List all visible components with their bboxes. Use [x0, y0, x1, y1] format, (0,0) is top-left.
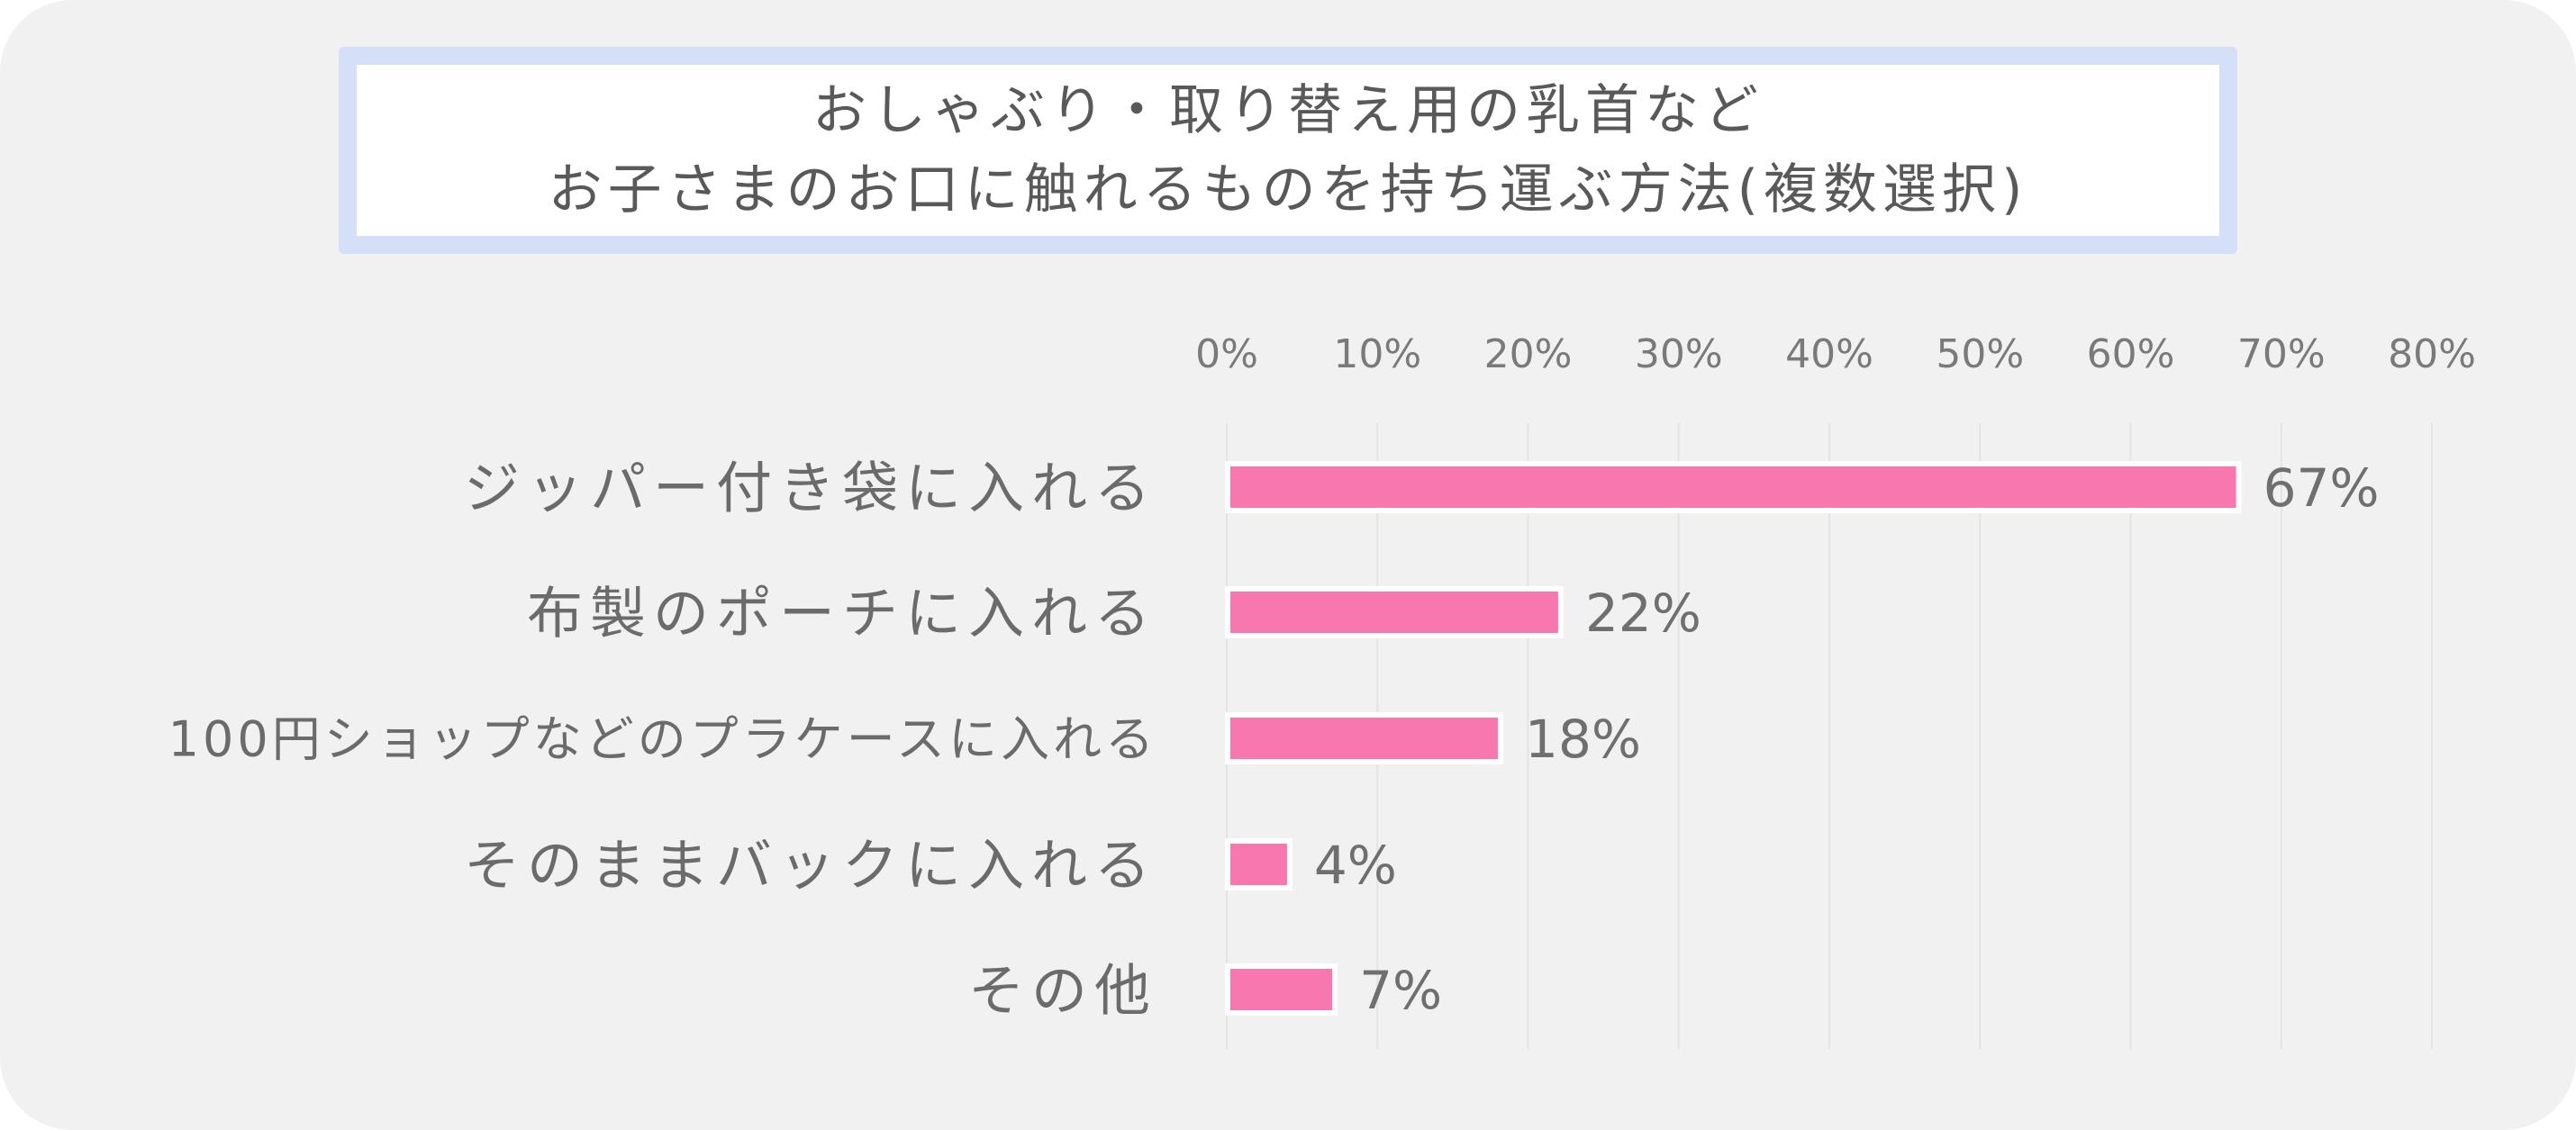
x-tick-label: 60% [2087, 331, 2175, 377]
value-labels: 67% 22% 18% 4% 7% [1314, 457, 2380, 1021]
value-label: 7% [1359, 960, 1442, 1021]
category-label: 布製のポーチに入れる [527, 580, 1157, 646]
bar [1230, 718, 1499, 759]
bar [1230, 592, 1558, 633]
x-tick-label: 20% [1484, 331, 1573, 377]
value-label: 18% [1525, 709, 1641, 770]
value-label: 4% [1314, 835, 1397, 896]
value-label: 67% [2263, 457, 2380, 519]
x-tick-label: 40% [1785, 331, 1873, 377]
x-tick-label: 50% [1936, 331, 2024, 377]
chart-title-box: おしゃぶり・取り替え用の乳首など お子さまのお口に触れるものを持ち運ぶ方法(複数… [339, 47, 2237, 254]
bar [1230, 969, 1333, 1010]
chart-title-line-2: お子さまのお口に触れるものを持ち運ぶ方法(複数選択) [548, 158, 2028, 221]
x-tick-label: 30% [1635, 331, 1723, 377]
category-label: その他 [968, 957, 1157, 1023]
value-label: 22% [1585, 583, 1701, 644]
category-label: 100円ショップなどのプラケースに入れる [168, 710, 1157, 767]
bars [1225, 461, 2242, 1016]
bar [1230, 466, 2236, 508]
x-tick-label: 0% [1195, 331, 1258, 377]
category-label: そのままバックに入れる [464, 832, 1157, 898]
x-tick-label: 70% [2237, 331, 2326, 377]
chart-title-line-1: おしゃぶり・取り替え用の乳首など [812, 79, 1764, 142]
category-label: ジッパー付き袋に入れる [464, 455, 1157, 520]
gridlines [1226, 423, 2433, 1049]
x-axis-ticks: 0% 10% 20% 30% 40% 50% 60% 70% 80% [1195, 331, 2476, 377]
x-tick-label: 80% [2388, 331, 2476, 377]
bar [1230, 844, 1287, 885]
x-tick-label: 10% [1333, 331, 1421, 377]
